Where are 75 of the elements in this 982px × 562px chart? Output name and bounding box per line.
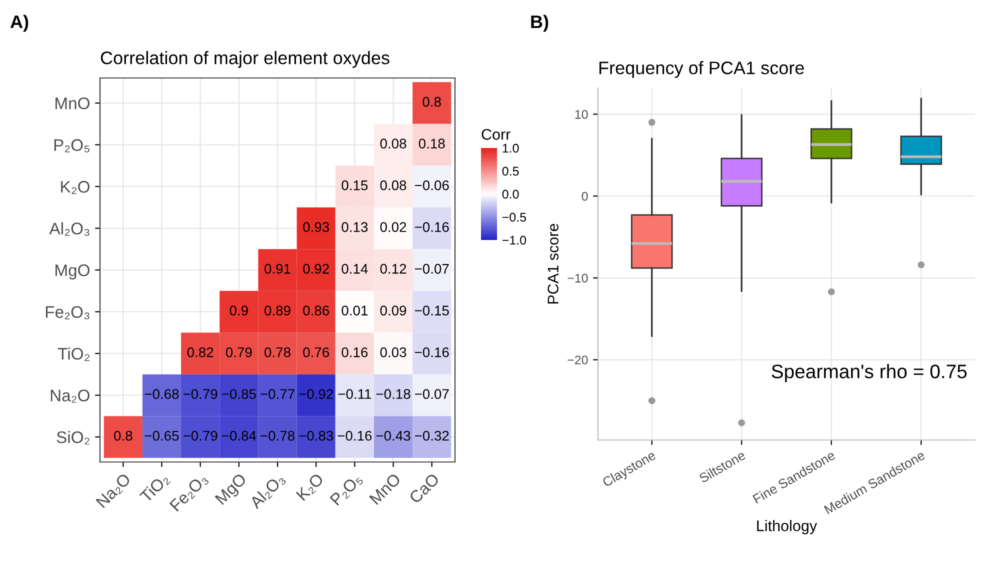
data-label: −0.07 <box>414 264 449 274</box>
data-label: 0.76 <box>303 347 329 358</box>
data-label: 0.01 <box>342 306 368 316</box>
data-label: −0.16 <box>414 347 449 358</box>
data-label: 0.92 <box>303 264 329 274</box>
color-bar-label: −1.0 <box>502 236 526 245</box>
data-label: 0.08 <box>380 180 406 190</box>
data-label: 0.91 <box>264 264 290 274</box>
y-tick-label: TiO₂ <box>58 347 90 361</box>
color-bar-label: −0.5 <box>502 212 526 222</box>
data-label: 0.16 <box>342 347 368 358</box>
data-label: 0.13 <box>342 222 368 232</box>
y-tick-label: SiO₂ <box>56 430 90 444</box>
y-tick-label: Al₂O₃ <box>49 222 90 236</box>
data-label: −0.16 <box>338 430 372 441</box>
data-label: −0.15 <box>414 306 449 316</box>
data-label: −0.84 <box>222 430 256 441</box>
data-label: −0.43 <box>376 430 410 441</box>
data-label: 0.18 <box>418 138 445 149</box>
x-tick-label: P₂O₅ <box>330 472 364 507</box>
data-label: 0.9 <box>230 306 248 316</box>
y-tick-label: −10 <box>568 274 588 283</box>
data-label: −0.92 <box>299 389 333 399</box>
data-label: −0.06 <box>414 180 449 190</box>
x-tick-label: K₂O <box>296 472 326 502</box>
y-tick-label: MnO <box>56 97 90 110</box>
chart-title: Correlation of major element oxydes <box>100 51 390 68</box>
x-tick-label: CaO <box>408 472 440 504</box>
data-label: 0.09 <box>380 306 406 316</box>
annotation: Spearman's rho = 0.75 <box>772 364 967 382</box>
data-label: 0.03 <box>380 347 406 358</box>
data-label: 0.82 <box>187 347 214 358</box>
y-tick-label: 0 <box>582 192 588 201</box>
data-label: 0.93 <box>303 222 329 232</box>
chart-title: Frequency of PCA1 score <box>599 61 804 78</box>
data-label: 0.78 <box>264 347 290 358</box>
data-label: −0.18 <box>376 389 410 399</box>
data-label: −0.79 <box>183 389 218 399</box>
y-tick-label: P₂O₅ <box>54 139 90 152</box>
color-bar-label: 1.0 <box>502 144 519 153</box>
color-bar-title: Corr <box>482 129 510 140</box>
color-bar-label: 0.0 <box>502 190 519 199</box>
data-label: −0.32 <box>414 430 449 441</box>
data-label: 0.12 <box>380 264 406 274</box>
data-label: −0.79 <box>183 430 218 441</box>
y-axis-title: PCA1 score <box>548 224 558 304</box>
data-label: 0.14 <box>342 264 368 274</box>
data-label: −0.65 <box>144 430 179 441</box>
color-bar-label: 0.5 <box>502 166 519 176</box>
y-tick-label: −20 <box>568 356 588 364</box>
data-label: 0.02 <box>380 222 406 232</box>
data-label: 0.79 <box>226 347 252 358</box>
data-label: −0.77 <box>260 389 294 399</box>
data-label: −0.07 <box>414 389 449 399</box>
data-label: 0.8 <box>114 430 132 441</box>
data-label: −0.68 <box>144 389 179 399</box>
data-label: 0.15 <box>342 180 368 190</box>
data-label: −0.85 <box>222 389 256 399</box>
text: A) <box>10 14 28 32</box>
y-tick-label: MgO <box>56 264 90 280</box>
data-label: −0.78 <box>260 430 294 441</box>
y-tick-label: Na₂O <box>50 390 90 403</box>
data-label: 0.86 <box>303 306 329 316</box>
data-label: −0.16 <box>414 222 449 232</box>
data-label: −0.83 <box>299 430 334 441</box>
y-tick-label: 10 <box>575 110 588 119</box>
y-tick-label: Fe₂O₃ <box>46 306 90 320</box>
x-tick-label: TiO₂ <box>138 472 171 504</box>
data-label: 0.08 <box>380 138 406 149</box>
data-label: 0.8 <box>422 96 441 107</box>
x-axis-title: Lithology <box>757 520 818 534</box>
text: B) <box>531 14 548 32</box>
data-label: 0.89 <box>264 306 290 316</box>
y-tick-label: K₂O <box>61 180 90 194</box>
data-label: −0.11 <box>338 389 372 399</box>
